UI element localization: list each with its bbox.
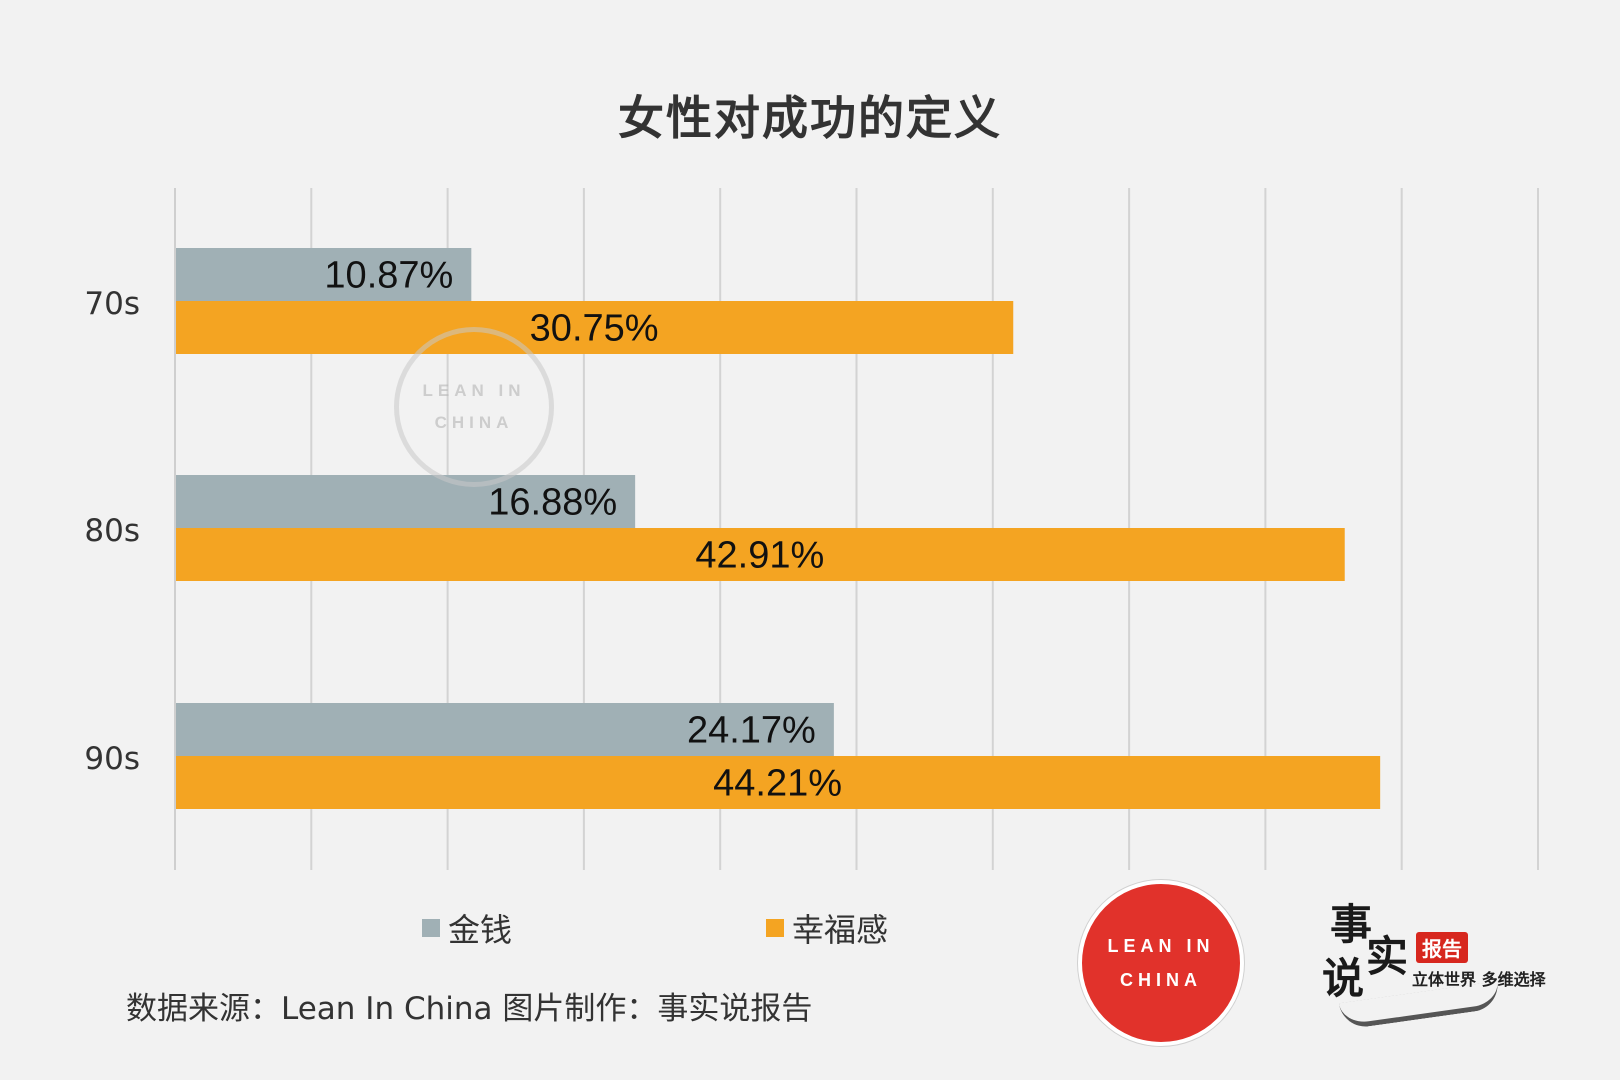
- data-label: 42.91%: [695, 535, 824, 577]
- chart-title: 女性对成功的定义: [618, 91, 1002, 145]
- bar-happiness: [175, 301, 1014, 354]
- lean-in-china-logo: LEAN IN CHINA: [1078, 880, 1244, 1046]
- fact-report-logo: 事 实 说 报告 立体世界 多维选择: [1320, 900, 1560, 1031]
- bar-money: [175, 475, 636, 528]
- data-label: 24.17%: [687, 710, 816, 752]
- bar-happiness: [175, 528, 1345, 581]
- category-label: 80s: [84, 513, 140, 549]
- legend-swatch-money: [422, 919, 440, 937]
- data-label: 10.87%: [324, 255, 453, 297]
- lean-in-watermark: LEAN IN CHINA: [394, 327, 554, 487]
- legend-swatch-happiness: [766, 919, 784, 937]
- bar-happiness: [175, 756, 1381, 809]
- legend: 金钱 幸福感: [0, 905, 1620, 955]
- bar-money: [175, 703, 834, 756]
- category-label: 90s: [84, 741, 140, 777]
- legend-label-happiness: 幸福感: [792, 911, 889, 949]
- category-label: 70s: [84, 286, 140, 322]
- data-label: 30.75%: [530, 308, 659, 350]
- bar-money: [175, 248, 472, 301]
- source-note: 数据来源：Lean In China 图片制作：事实说报告: [126, 991, 813, 1027]
- data-label: 16.88%: [488, 482, 617, 524]
- legend-item-happiness: 幸福感: [766, 905, 888, 951]
- legend-item-money: 金钱: [422, 905, 512, 951]
- data-label: 44.21%: [713, 763, 842, 805]
- legend-label-money: 金钱: [448, 911, 513, 949]
